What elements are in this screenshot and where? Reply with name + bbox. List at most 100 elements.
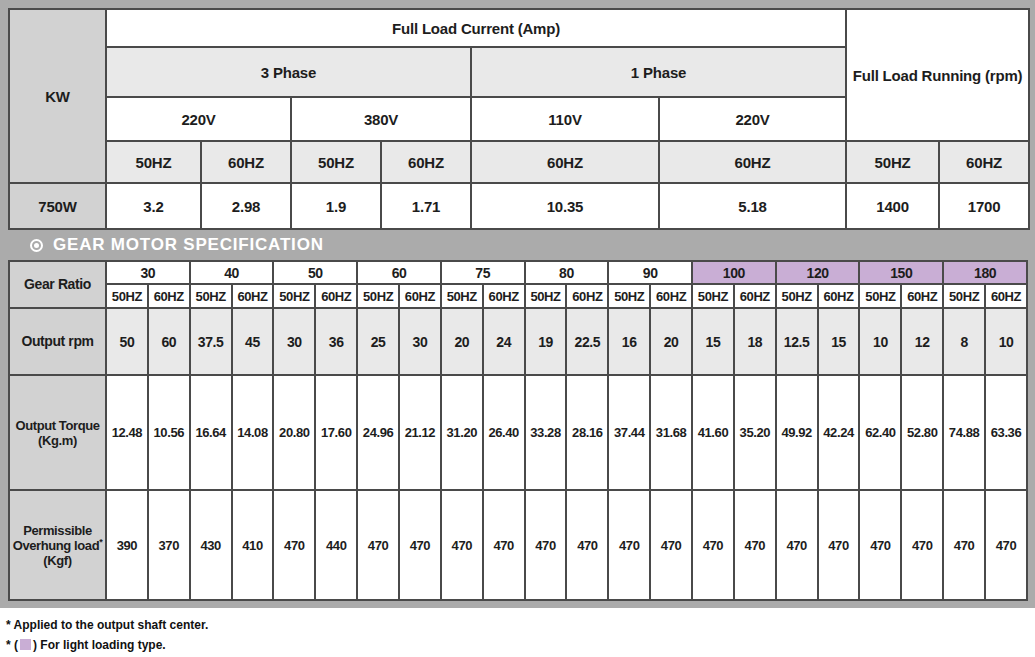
- output-rpm-value-7: 30: [399, 308, 441, 375]
- gear-ratio-30: 30: [106, 261, 190, 284]
- output-torque-value-4: 20.80: [273, 375, 315, 490]
- output-torque-value-10: 33.28: [525, 375, 567, 490]
- gear-hz-header-9: 60HZ: [483, 284, 525, 308]
- gear-hz-header-21: 60HZ: [985, 284, 1027, 308]
- current-value-5: 5.18: [659, 183, 846, 229]
- output-rpm-value-12: 16: [608, 308, 650, 375]
- overhung-load-value-8: 470: [441, 490, 483, 600]
- phase1-header: 1 Phase: [471, 47, 846, 97]
- gear-hz-header-3: 60HZ: [232, 284, 274, 308]
- gear-hz-header-5: 60HZ: [315, 284, 357, 308]
- output-rpm-value-16: 12.5: [776, 308, 818, 375]
- freq-header-7: 60HZ: [939, 141, 1029, 183]
- overhung-load-value-11: 470: [566, 490, 608, 600]
- gear-hz-header-10: 50HZ: [525, 284, 567, 308]
- voltage-header-220v-1p: 220V: [659, 97, 846, 141]
- gear-hz-header-17: 60HZ: [818, 284, 860, 308]
- gear-ratio-120: 120: [776, 261, 860, 284]
- overhung-load-asterisk: *: [99, 536, 102, 546]
- running-value-60hz: 1700: [939, 183, 1029, 229]
- gear-hz-header-16: 50HZ: [776, 284, 818, 308]
- overhung-load-label-line2: Overhung load: [13, 538, 100, 553]
- kw-header: KW: [9, 9, 106, 183]
- overhung-load-label: Permissible Overhung load* (Kgf): [9, 490, 106, 600]
- voltage-header-220v-3p: 220V: [106, 97, 291, 141]
- output-rpm-value-5: 36: [315, 308, 357, 375]
- gear-hz-header-8: 50HZ: [441, 284, 483, 308]
- freq-header-1: 60HZ: [201, 141, 291, 183]
- overhung-load-value-14: 470: [692, 490, 734, 600]
- full-load-table: KW Full Load Current (Amp) Full Load Run…: [8, 8, 1030, 230]
- current-value-2: 1.9: [291, 183, 381, 229]
- output-rpm-value-8: 20: [441, 308, 483, 375]
- output-torque-value-3: 14.08: [232, 375, 274, 490]
- output-torque-value-8: 31.20: [441, 375, 483, 490]
- output-torque-value-14: 41.60: [692, 375, 734, 490]
- output-torque-value-20: 74.88: [943, 375, 985, 490]
- spec-tables-zone: KW Full Load Current (Amp) Full Load Run…: [0, 0, 1035, 608]
- output-rpm-value-2: 37.5: [190, 308, 232, 375]
- overhung-load-value-16: 470: [776, 490, 818, 600]
- footnote-light-prefix: * (: [6, 638, 18, 652]
- gear-ratio-100: 100: [692, 261, 776, 284]
- gear-ratio-90: 90: [608, 261, 692, 284]
- gear-hz-header-20: 50HZ: [943, 284, 985, 308]
- overhung-load-value-0: 390: [106, 490, 148, 600]
- output-rpm-value-20: 8: [943, 308, 985, 375]
- freq-header-2: 50HZ: [291, 141, 381, 183]
- output-rpm-value-1: 60: [148, 308, 190, 375]
- overhung-load-value-12: 470: [608, 490, 650, 600]
- overhung-load-value-13: 470: [650, 490, 692, 600]
- output-rpm-value-15: 18: [734, 308, 776, 375]
- output-rpm-value-4: 30: [273, 308, 315, 375]
- gear-hz-header-15: 60HZ: [734, 284, 776, 308]
- output-rpm-value-10: 19: [525, 308, 567, 375]
- bullseye-icon: [30, 239, 43, 252]
- overhung-load-value-6: 470: [357, 490, 399, 600]
- gear-hz-header-13: 60HZ: [650, 284, 692, 308]
- overhung-load-label-line3: (Kgf): [43, 553, 71, 568]
- output-torque-value-12: 37.44: [608, 375, 650, 490]
- footnotes: * Applied to the output shaft center. * …: [0, 608, 1035, 657]
- output-torque-value-9: 26.40: [483, 375, 525, 490]
- output-torque-value-7: 21.12: [399, 375, 441, 490]
- gear-hz-header-18: 50HZ: [859, 284, 901, 308]
- output-rpm-value-17: 15: [818, 308, 860, 375]
- output-rpm-value-0: 50: [106, 308, 148, 375]
- voltage-header-110v: 110V: [471, 97, 659, 141]
- section-header: GEAR MOTOR SPECIFICATION: [8, 230, 1028, 260]
- freq-header-0: 50HZ: [106, 141, 201, 183]
- output-rpm-value-9: 24: [483, 308, 525, 375]
- output-torque-value-17: 42.24: [818, 375, 860, 490]
- gear-ratio-40: 40: [190, 261, 274, 284]
- output-torque-value-16: 49.92: [776, 375, 818, 490]
- overhung-load-value-15: 470: [734, 490, 776, 600]
- gear-hz-header-12: 50HZ: [608, 284, 650, 308]
- output-torque-value-6: 24.96: [357, 375, 399, 490]
- section-title: GEAR MOTOR SPECIFICATION: [53, 235, 324, 255]
- overhung-load-value-19: 470: [901, 490, 943, 600]
- light-loading-swatch: [20, 639, 31, 650]
- running-value-50hz: 1400: [846, 183, 939, 229]
- gear-ratio-header: Gear Ratio: [9, 261, 106, 308]
- output-torque-label-line2: (Kg.m): [38, 433, 77, 448]
- overhung-load-value-1: 370: [148, 490, 190, 600]
- gear-hz-header-19: 60HZ: [901, 284, 943, 308]
- output-torque-value-15: 35.20: [734, 375, 776, 490]
- gear-ratio-75: 75: [441, 261, 525, 284]
- freq-header-4: 60HZ: [471, 141, 659, 183]
- output-rpm-value-14: 15: [692, 308, 734, 375]
- output-rpm-value-13: 20: [650, 308, 692, 375]
- kw-value: 750W: [9, 183, 106, 229]
- overhung-load-value-2: 430: [190, 490, 232, 600]
- output-torque-value-1: 10.56: [148, 375, 190, 490]
- overhung-load-value-7: 470: [399, 490, 441, 600]
- output-torque-value-11: 28.16: [566, 375, 608, 490]
- output-torque-value-13: 31.68: [650, 375, 692, 490]
- footnote-light-loading: * () For light loading type.: [6, 635, 1035, 655]
- phase3-header: 3 Phase: [106, 47, 471, 97]
- freq-header-5: 60HZ: [659, 141, 846, 183]
- gear-hz-header-1: 60HZ: [148, 284, 190, 308]
- footnote-shaft: * Applied to the output shaft center.: [6, 615, 1035, 635]
- output-torque-value-0: 12.48: [106, 375, 148, 490]
